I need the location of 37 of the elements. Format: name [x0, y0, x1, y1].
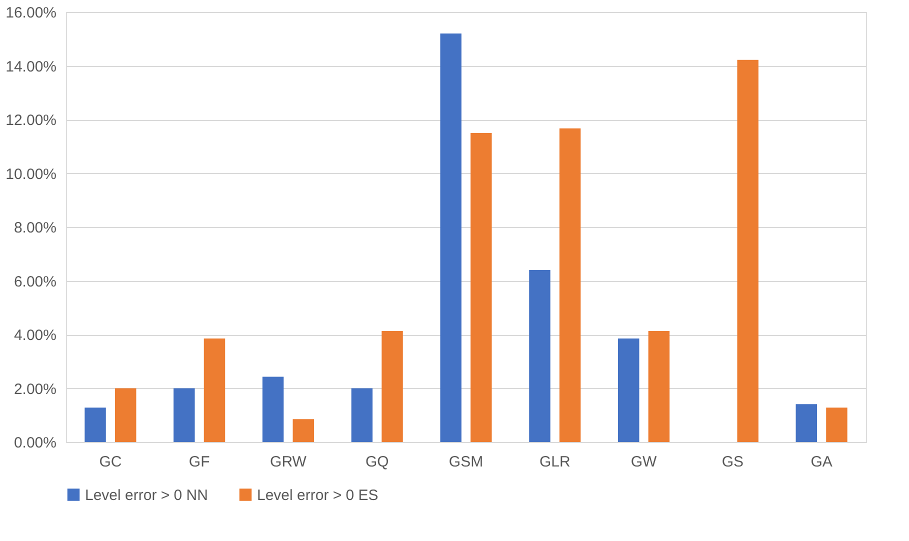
legend-label: Level error > 0 ES — [257, 486, 378, 504]
x-tick-label: GSM — [448, 454, 484, 470]
bar — [292, 419, 314, 442]
bar — [796, 404, 818, 442]
x-tick-label: GC — [99, 454, 122, 470]
bar — [351, 388, 373, 442]
x-tick-label: GA — [810, 454, 832, 470]
y-tick-label: 4.00% — [14, 327, 56, 344]
y-tick-label: 0.00% — [14, 434, 56, 452]
y-tick-label: 12.00% — [6, 112, 56, 129]
x-tick-label: GLR — [539, 454, 570, 470]
bar — [826, 408, 848, 442]
x-tick-label: GQ — [365, 454, 389, 470]
y-tick-label: 10.00% — [6, 166, 56, 183]
bar — [648, 331, 670, 442]
bar — [114, 388, 136, 442]
y-tick-label: 16.00% — [6, 4, 56, 22]
bar — [174, 388, 195, 442]
bar — [559, 128, 581, 442]
legend-label: Level error > 0 NN — [85, 486, 208, 504]
x-tick-label: GS — [722, 454, 744, 470]
bar — [737, 60, 758, 442]
bar — [618, 338, 640, 442]
x-tick-label: GF — [188, 454, 210, 470]
y-tick-label: 8.00% — [14, 220, 56, 236]
y-tick-label: 6.00% — [14, 273, 56, 290]
y-tick-label: 14.00% — [6, 58, 56, 76]
bar — [204, 338, 226, 442]
bar — [470, 132, 492, 442]
bar — [529, 270, 550, 442]
y-tick-label: 2.00% — [14, 380, 56, 398]
bar — [382, 331, 403, 442]
bar — [262, 376, 284, 442]
x-tick-label: GW — [630, 454, 658, 470]
bar — [440, 34, 462, 442]
bar — [84, 408, 106, 442]
x-tick-label: GRW — [270, 454, 308, 470]
